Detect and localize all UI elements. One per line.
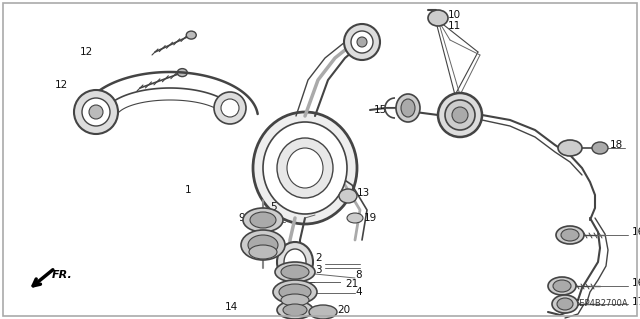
Ellipse shape [592, 142, 608, 154]
Ellipse shape [281, 265, 309, 279]
Text: SEP4B2700A: SEP4B2700A [574, 299, 628, 308]
Ellipse shape [552, 295, 578, 313]
Text: 18: 18 [610, 140, 623, 150]
Ellipse shape [553, 280, 571, 292]
Text: 16: 16 [632, 278, 640, 288]
Text: 13: 13 [357, 188, 371, 198]
Ellipse shape [556, 226, 584, 244]
Ellipse shape [253, 112, 357, 224]
Text: 21: 21 [345, 279, 358, 289]
Text: 9: 9 [238, 213, 244, 223]
Ellipse shape [557, 298, 573, 310]
Text: 2: 2 [315, 253, 322, 263]
Ellipse shape [82, 98, 110, 126]
Ellipse shape [351, 31, 373, 53]
Ellipse shape [357, 37, 367, 47]
Ellipse shape [339, 189, 357, 203]
Ellipse shape [284, 249, 306, 275]
Text: 4: 4 [355, 287, 362, 297]
Ellipse shape [281, 294, 309, 306]
Ellipse shape [273, 280, 317, 304]
Ellipse shape [558, 140, 582, 156]
Ellipse shape [438, 93, 482, 137]
Ellipse shape [89, 105, 103, 119]
Text: 3: 3 [315, 265, 322, 275]
Ellipse shape [561, 229, 579, 241]
Ellipse shape [396, 94, 420, 122]
Ellipse shape [548, 277, 576, 295]
Ellipse shape [177, 69, 188, 77]
Ellipse shape [243, 208, 283, 232]
Ellipse shape [283, 304, 307, 316]
Ellipse shape [186, 31, 196, 39]
Ellipse shape [275, 262, 315, 282]
Ellipse shape [347, 213, 363, 223]
Text: 15: 15 [374, 105, 387, 115]
Text: 12: 12 [80, 47, 93, 57]
Ellipse shape [309, 305, 337, 319]
Text: 10: 10 [448, 10, 461, 20]
Ellipse shape [344, 24, 380, 60]
Ellipse shape [74, 90, 118, 134]
Ellipse shape [445, 100, 475, 130]
Ellipse shape [277, 138, 333, 198]
Text: 11: 11 [448, 21, 461, 31]
Ellipse shape [452, 107, 468, 123]
Text: 8: 8 [355, 270, 362, 280]
Ellipse shape [287, 148, 323, 188]
Text: 1: 1 [185, 185, 191, 195]
Text: 12: 12 [55, 80, 68, 90]
Ellipse shape [250, 212, 276, 228]
Text: 7: 7 [255, 243, 262, 253]
Ellipse shape [221, 99, 239, 117]
Ellipse shape [279, 284, 311, 300]
Text: 14: 14 [225, 302, 238, 312]
Ellipse shape [248, 235, 278, 255]
Text: 6: 6 [270, 215, 276, 225]
Text: 17: 17 [632, 297, 640, 307]
Ellipse shape [214, 92, 246, 124]
Text: 20: 20 [337, 305, 350, 315]
Ellipse shape [263, 122, 347, 214]
Ellipse shape [241, 230, 285, 260]
Ellipse shape [428, 10, 448, 26]
Text: FR.: FR. [52, 270, 73, 280]
Ellipse shape [277, 242, 313, 282]
Text: 5: 5 [270, 202, 276, 212]
Text: 19: 19 [364, 213, 377, 223]
Ellipse shape [401, 99, 415, 117]
Ellipse shape [249, 245, 277, 259]
Ellipse shape [277, 301, 313, 319]
Text: 16: 16 [632, 227, 640, 237]
